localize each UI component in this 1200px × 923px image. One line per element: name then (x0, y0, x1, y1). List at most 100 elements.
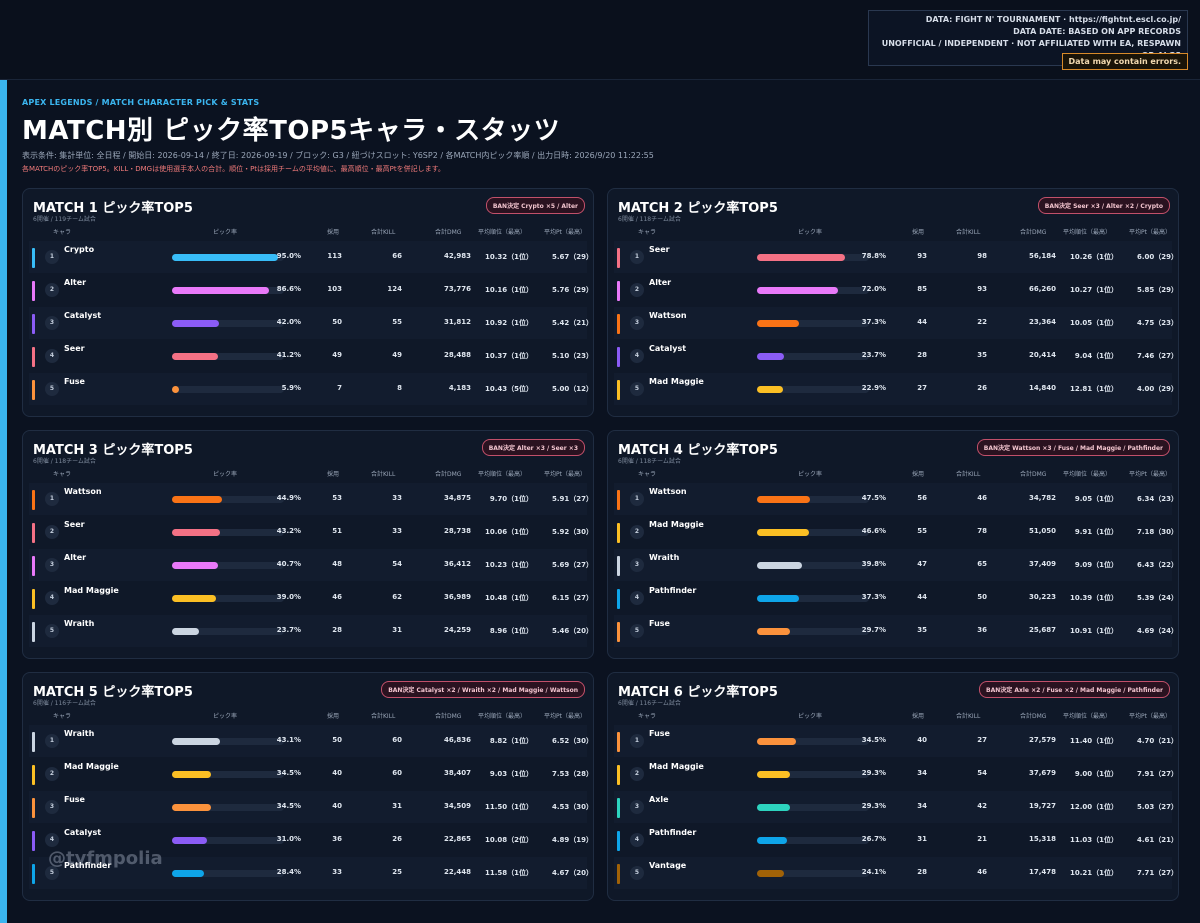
pick-rate-fill (172, 771, 211, 778)
character-color-stripe (617, 281, 620, 301)
ban-badge: BAN決定 Seer ×3 / Alter ×2 / Crypto (1037, 197, 1170, 214)
character-name: Catalyst (64, 828, 102, 837)
pick-rate-bar (757, 254, 869, 261)
avg-points: 7.18（30） (1136, 528, 1178, 536)
pick-rate-fill (757, 287, 838, 294)
ban-badge: BAN決定 Alter ×3 / Seer ×3 (481, 439, 585, 456)
damage-total: 31,812 (443, 318, 471, 326)
table-header: キャラ ピック率 採用 合計KILL 合計DMG 平均順位（最高） 平均Pt（最高） (608, 711, 1178, 721)
adopt-count: 28 (917, 868, 927, 876)
avg-rank: 10.16（1位） (484, 286, 533, 294)
character-name: Crypto (64, 245, 95, 254)
pick-rate-value: 39.0% (276, 593, 301, 601)
column-header-kill: 合計KILL (956, 713, 981, 720)
pick-rate-bar (757, 562, 869, 569)
adopt-count: 28 (332, 626, 342, 634)
character-name: Fuse (64, 377, 85, 386)
rank-badge: 2 (630, 525, 644, 539)
avg-rank: 10.92（1位） (484, 319, 533, 327)
pick-rate-bar (757, 287, 869, 294)
pick-rate-bar (172, 837, 284, 844)
pick-rate-bar (172, 496, 284, 503)
adopt-count: 44 (917, 318, 927, 326)
pick-rate-value: 29.3% (861, 769, 886, 777)
pick-rate-fill (757, 628, 791, 635)
avg-rank: 11.03（1位） (1069, 836, 1118, 844)
table-row: 5 Fuse 5.9% 7 8 4,183 10.43（5位） 5.00（12） (29, 373, 593, 405)
pick-rate-value: 40.7% (276, 560, 301, 568)
avg-points: 4.89（19） (551, 836, 593, 844)
character-name: Catalyst (649, 344, 687, 353)
avg-points: 4.69（24） (1136, 627, 1178, 635)
character-name: Alter (64, 553, 87, 562)
pick-rate-bar (172, 254, 284, 261)
table-row: 1 Wraith 43.1% 50 60 46,836 8.82（1位） 6.52（30） (29, 725, 593, 757)
damage-total: 38,407 (443, 769, 471, 777)
character-color-stripe (32, 765, 35, 785)
pick-rate-value: 86.6% (276, 285, 301, 293)
column-header-avg-rank: 平均順位（最高） (478, 229, 527, 236)
rank-badge: 5 (630, 382, 644, 396)
pick-rate-fill (757, 529, 810, 536)
ban-badge: BAN決定 Catalyst ×2 / Wraith ×2 / Mad Magg… (381, 681, 585, 698)
column-header-avg-pt: 平均Pt（最高） (1129, 471, 1171, 478)
column-header-pick: ピック率 (213, 471, 238, 478)
pick-rate-value: 31.0% (276, 835, 301, 843)
pick-rate-value: 34.5% (861, 736, 886, 744)
kill-total: 33 (392, 527, 402, 535)
pick-rate-fill (172, 738, 221, 745)
character-color-stripe (32, 798, 35, 818)
column-header-chara: キャラ (638, 229, 657, 236)
column-header-avg-rank: 平均順位（最高） (1063, 229, 1112, 236)
pick-rate-bar (172, 870, 284, 877)
character-name: Seer (649, 245, 670, 254)
character-color-stripe (32, 732, 35, 752)
pick-rate-value: 37.3% (861, 593, 886, 601)
damage-total: 66,260 (1028, 285, 1056, 293)
avg-rank: 11.40（1位） (1069, 737, 1118, 745)
match-panel: MATCH 1 ピック率TOP5 6開催 / 119チーム試合 BAN決定 Cryp… (22, 188, 594, 417)
avg-rank: 10.23（1位） (484, 561, 533, 569)
avg-rank: 9.03（1位） (489, 770, 533, 778)
avg-rank: 10.43（5位） (484, 385, 533, 393)
column-header-chara: キャラ (638, 471, 657, 478)
table-row: 5 Wraith 23.7% 28 31 24,259 8.96（1位） 5.46（20） (29, 615, 593, 647)
pick-rate-bar (757, 837, 869, 844)
character-name: Vantage (649, 861, 687, 870)
character-color-stripe (617, 523, 620, 543)
column-header-avg-rank: 平均順位（最高） (1063, 713, 1112, 720)
avg-points: 7.53（28） (551, 770, 593, 778)
damage-total: 30,223 (1028, 593, 1056, 601)
avg-rank: 9.04（1位） (1074, 352, 1118, 360)
pick-rate-value: 72.0% (861, 285, 886, 293)
avg-points: 5.76（29） (551, 286, 593, 294)
pick-rate-bar (172, 562, 284, 569)
kill-total: 8 (397, 384, 402, 392)
character-color-stripe (32, 490, 35, 510)
character-color-stripe (32, 589, 35, 609)
pick-rate-value: 46.6% (861, 527, 886, 535)
table-row: 4 Mad Maggie 39.0% 46 62 36,989 10.48（1位） 6.15（… (29, 582, 593, 614)
adopt-count: 56 (917, 494, 927, 502)
page-title: MATCH別 ピック率TOP5キャラ・スタッツ (22, 116, 561, 146)
avg-rank: 12.00（1位） (1069, 803, 1118, 811)
pick-rate-value: 5.9% (281, 384, 301, 392)
avg-rank: 10.06（1位） (484, 528, 533, 536)
column-header-pick: ピック率 (213, 229, 238, 236)
rank-badge: 5 (630, 624, 644, 638)
pick-rate-value: 26.7% (861, 835, 886, 843)
table-row: 2 Alter 86.6% 103 124 73,776 10.16（1位） 5.76（29） (29, 274, 593, 306)
damage-total: 42,983 (443, 252, 471, 260)
damage-total: 25,687 (1028, 626, 1056, 634)
avg-points: 4.53（30） (551, 803, 593, 811)
character-name: Wattson (64, 487, 102, 496)
rank-badge: 3 (45, 316, 59, 330)
rank-badge: 1 (630, 250, 644, 264)
avg-rank: 10.05（1位） (1069, 319, 1118, 327)
damage-total: 36,412 (443, 560, 471, 568)
error-warning-badge: Data may contain errors. (1061, 53, 1188, 70)
adopt-count: 51 (332, 527, 342, 535)
column-header-dmg: 合計DMG (435, 229, 462, 236)
avg-rank: 10.39（1位） (1069, 594, 1118, 602)
table-row: 1 Wattson 47.5% 56 46 34,782 9.05（1位） 6.34（23） (614, 483, 1178, 515)
